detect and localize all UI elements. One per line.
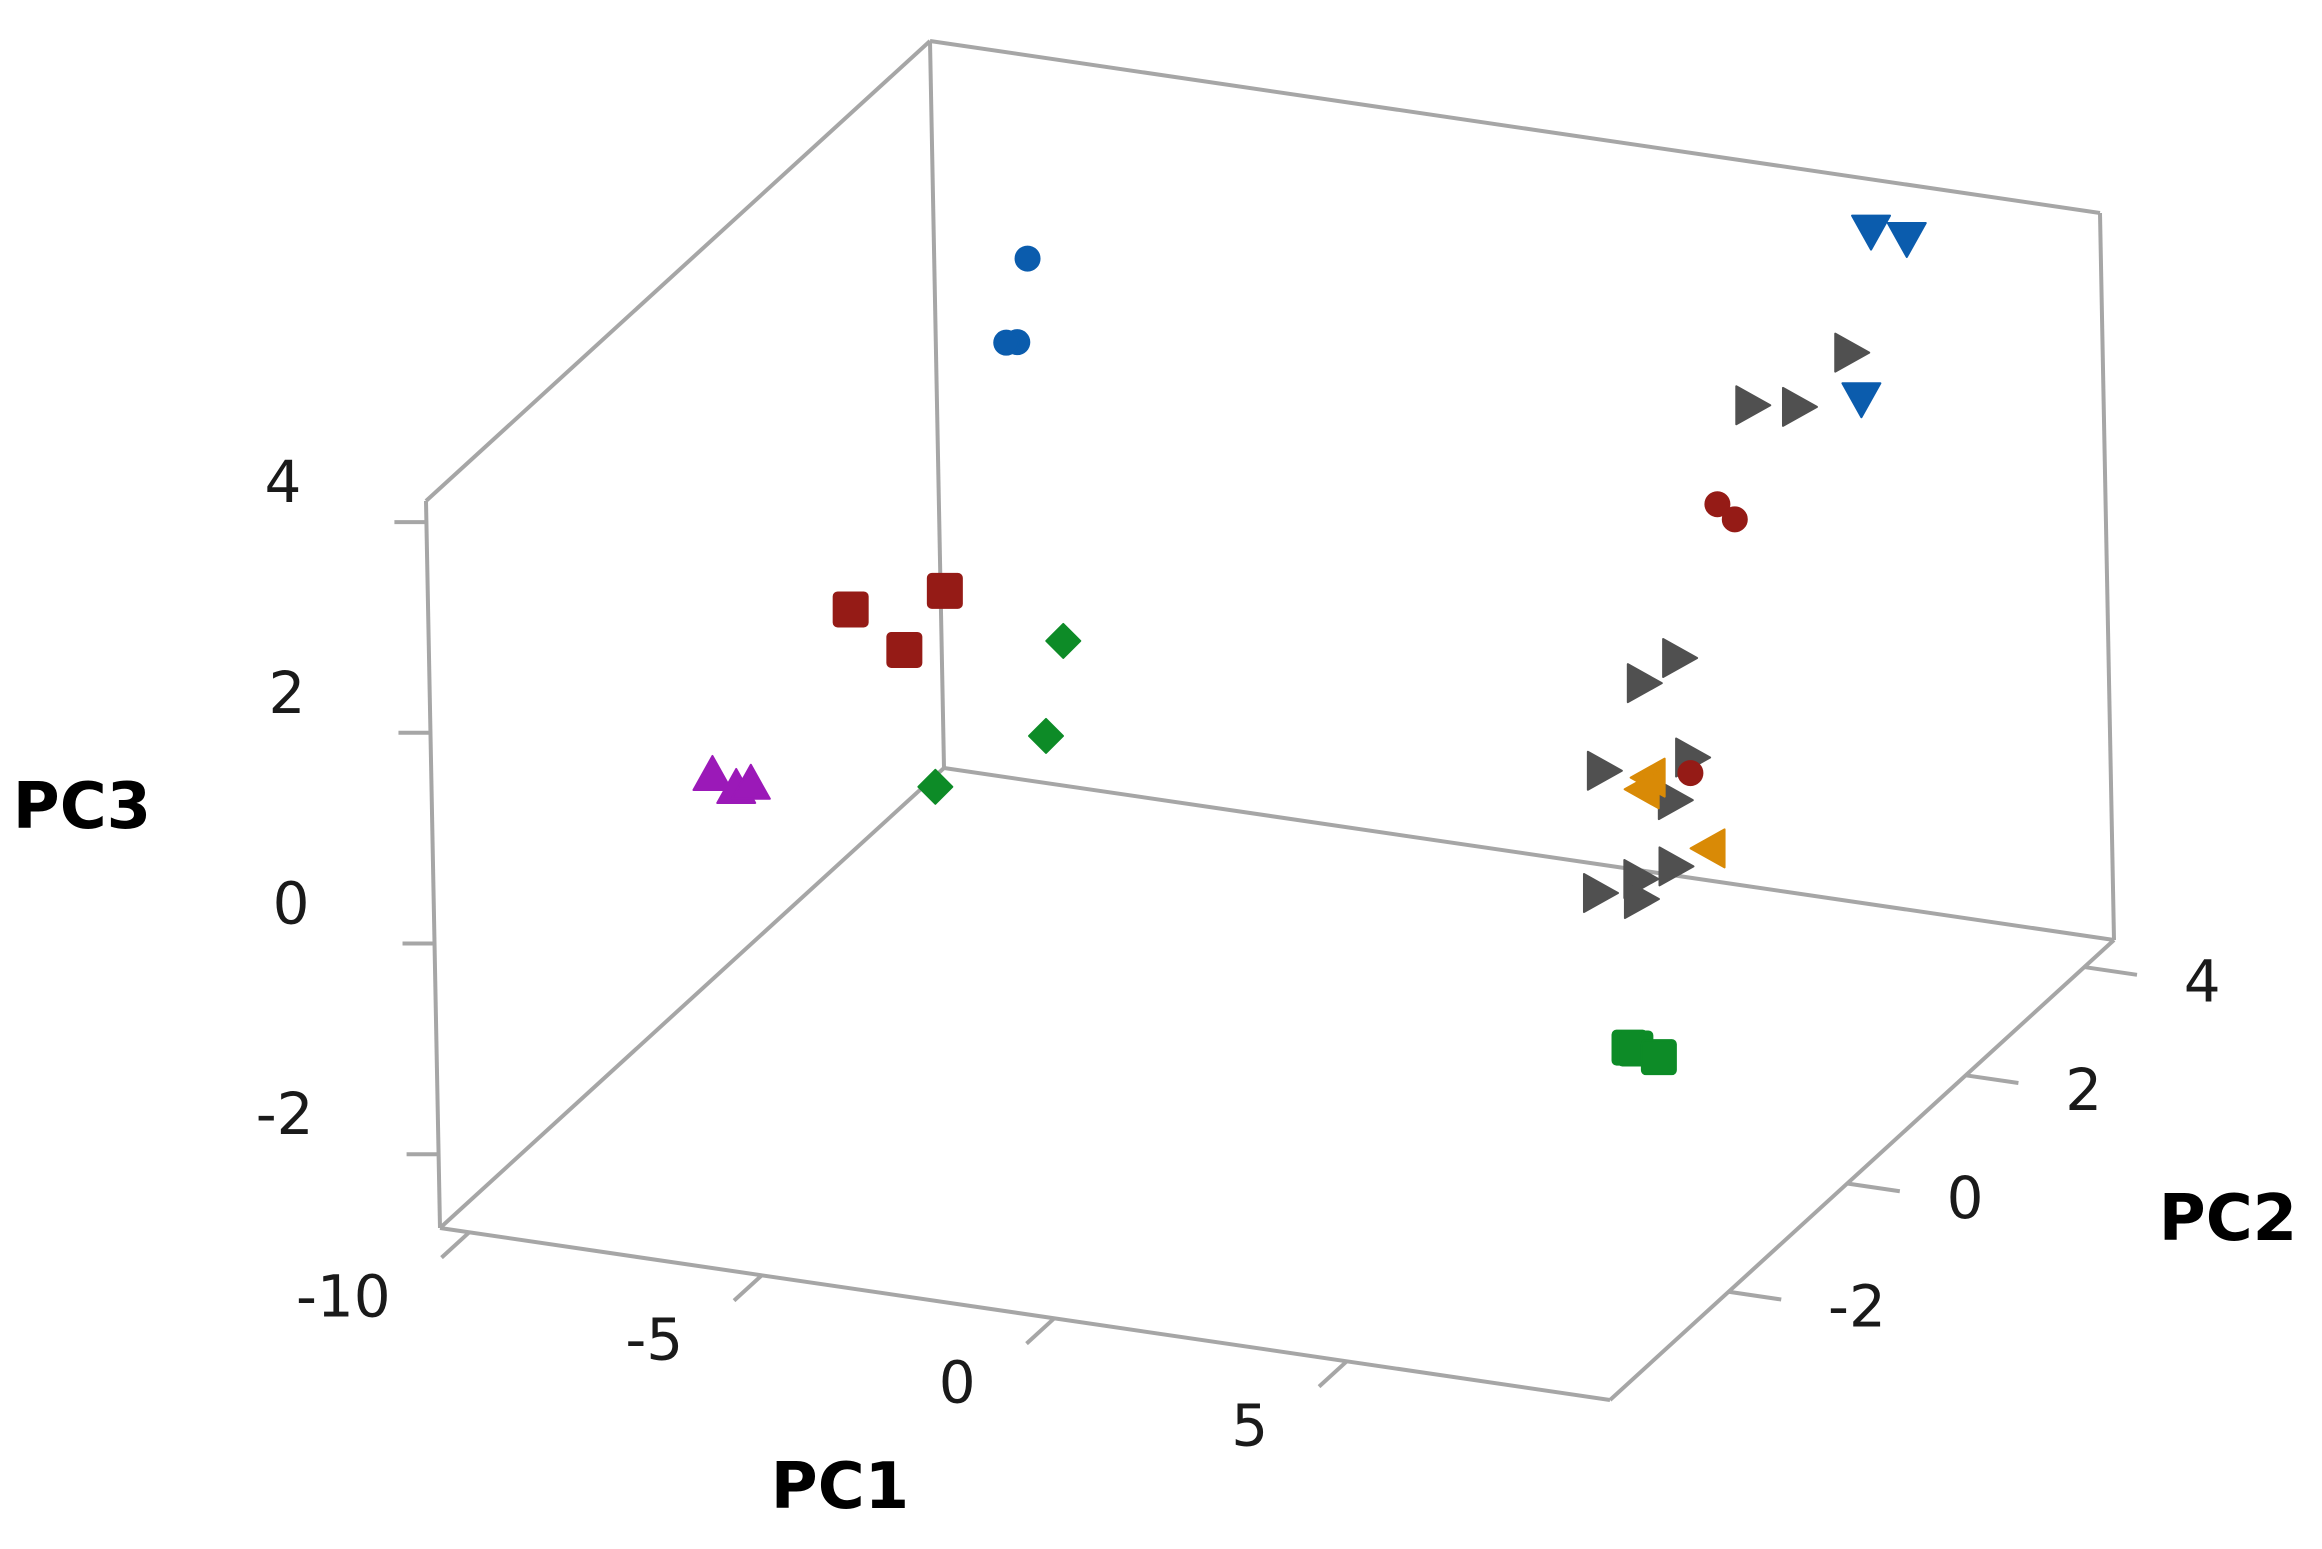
data-point-triangle-right bbox=[1735, 385, 1772, 426]
data-point-square bbox=[886, 631, 923, 668]
data-point-triangle-right bbox=[1623, 879, 1660, 920]
data-point-triangle-up bbox=[730, 763, 771, 800]
data-point-circle bbox=[1014, 245, 1041, 272]
x-tick-label: -5 bbox=[625, 1306, 683, 1374]
data-point-square bbox=[1640, 1039, 1677, 1076]
data-point-triangle-right bbox=[1662, 637, 1699, 678]
data-point-triangle-right bbox=[1582, 873, 1619, 914]
data-point-square bbox=[926, 572, 963, 609]
data-point-triangle-left bbox=[1623, 769, 1660, 810]
x-axis-title: PC1 bbox=[771, 1450, 909, 1524]
z-tick-label: 4 bbox=[264, 448, 301, 516]
box-top-back-edge bbox=[929, 39, 2101, 215]
x-tick-mark bbox=[1317, 1359, 1349, 1389]
data-point-triangle-right bbox=[1626, 663, 1663, 704]
data-point-triangle-right bbox=[1658, 846, 1695, 887]
data-point-circle bbox=[993, 329, 1020, 356]
data-point-triangle-up bbox=[692, 754, 733, 791]
data-point-triangle-down bbox=[1841, 382, 1882, 419]
box-back-vertical-edge bbox=[928, 40, 946, 769]
x-tick-label: 0 bbox=[939, 1349, 976, 1417]
chart-box bbox=[424, 39, 2116, 1402]
data-point-diamond bbox=[1028, 717, 1065, 754]
data-point-triangle-down bbox=[1851, 214, 1892, 251]
data-points bbox=[692, 214, 1927, 1076]
y-axis-title: PC2 bbox=[2159, 1182, 2297, 1256]
y-tick-mark bbox=[1965, 1073, 2019, 1086]
y-tick-mark bbox=[1846, 1181, 1901, 1194]
data-point-triangle-left bbox=[1689, 828, 1726, 869]
y-tick-label: 2 bbox=[2065, 1056, 2102, 1124]
data-point-circle bbox=[1704, 491, 1731, 518]
z-tick-label: 0 bbox=[273, 870, 310, 938]
x-tick-mark bbox=[440, 1230, 471, 1260]
axis-ticks: -10 -5 0 5 -2 0 2 4 -2 0 2 4 bbox=[256, 448, 2221, 1460]
y-tick-label: -2 bbox=[1828, 1272, 1886, 1340]
data-point-square bbox=[832, 591, 869, 628]
box-left-vertical-edge bbox=[424, 500, 442, 1229]
z-tick-label: 2 bbox=[269, 659, 306, 727]
y-tick-mark bbox=[2084, 965, 2138, 977]
x-tick-label: 5 bbox=[1231, 1392, 1268, 1460]
y-tick-label: 0 bbox=[1947, 1164, 1984, 1232]
data-point-triangle-right bbox=[1586, 750, 1623, 791]
data-point-diamond bbox=[1045, 622, 1082, 659]
z-axis-title: PC3 bbox=[13, 770, 151, 844]
box-floor-right-edge bbox=[1608, 938, 2116, 1402]
data-point-diamond bbox=[917, 768, 954, 805]
box-floor-left-edge bbox=[438, 766, 946, 1230]
data-point-circle bbox=[1677, 760, 1704, 787]
data-point-triangle-right bbox=[1781, 386, 1818, 427]
x-tick-mark bbox=[732, 1273, 764, 1303]
x-tick-mark bbox=[1025, 1316, 1056, 1346]
y-tick-label: 4 bbox=[2184, 948, 2221, 1016]
box-floor-front-edge bbox=[439, 1226, 1611, 1402]
data-point-circle bbox=[1721, 506, 1748, 533]
box-top-left-edge bbox=[424, 39, 932, 503]
x-tick-label: -10 bbox=[296, 1263, 391, 1331]
z-tick-label: -2 bbox=[256, 1080, 314, 1148]
data-point-triangle-right bbox=[1834, 332, 1871, 373]
box-floor-back-edge bbox=[943, 766, 2115, 942]
data-point-triangle-down bbox=[1886, 222, 1927, 259]
box-right-vertical-edge bbox=[2098, 212, 2116, 941]
y-tick-mark bbox=[1728, 1289, 1782, 1302]
